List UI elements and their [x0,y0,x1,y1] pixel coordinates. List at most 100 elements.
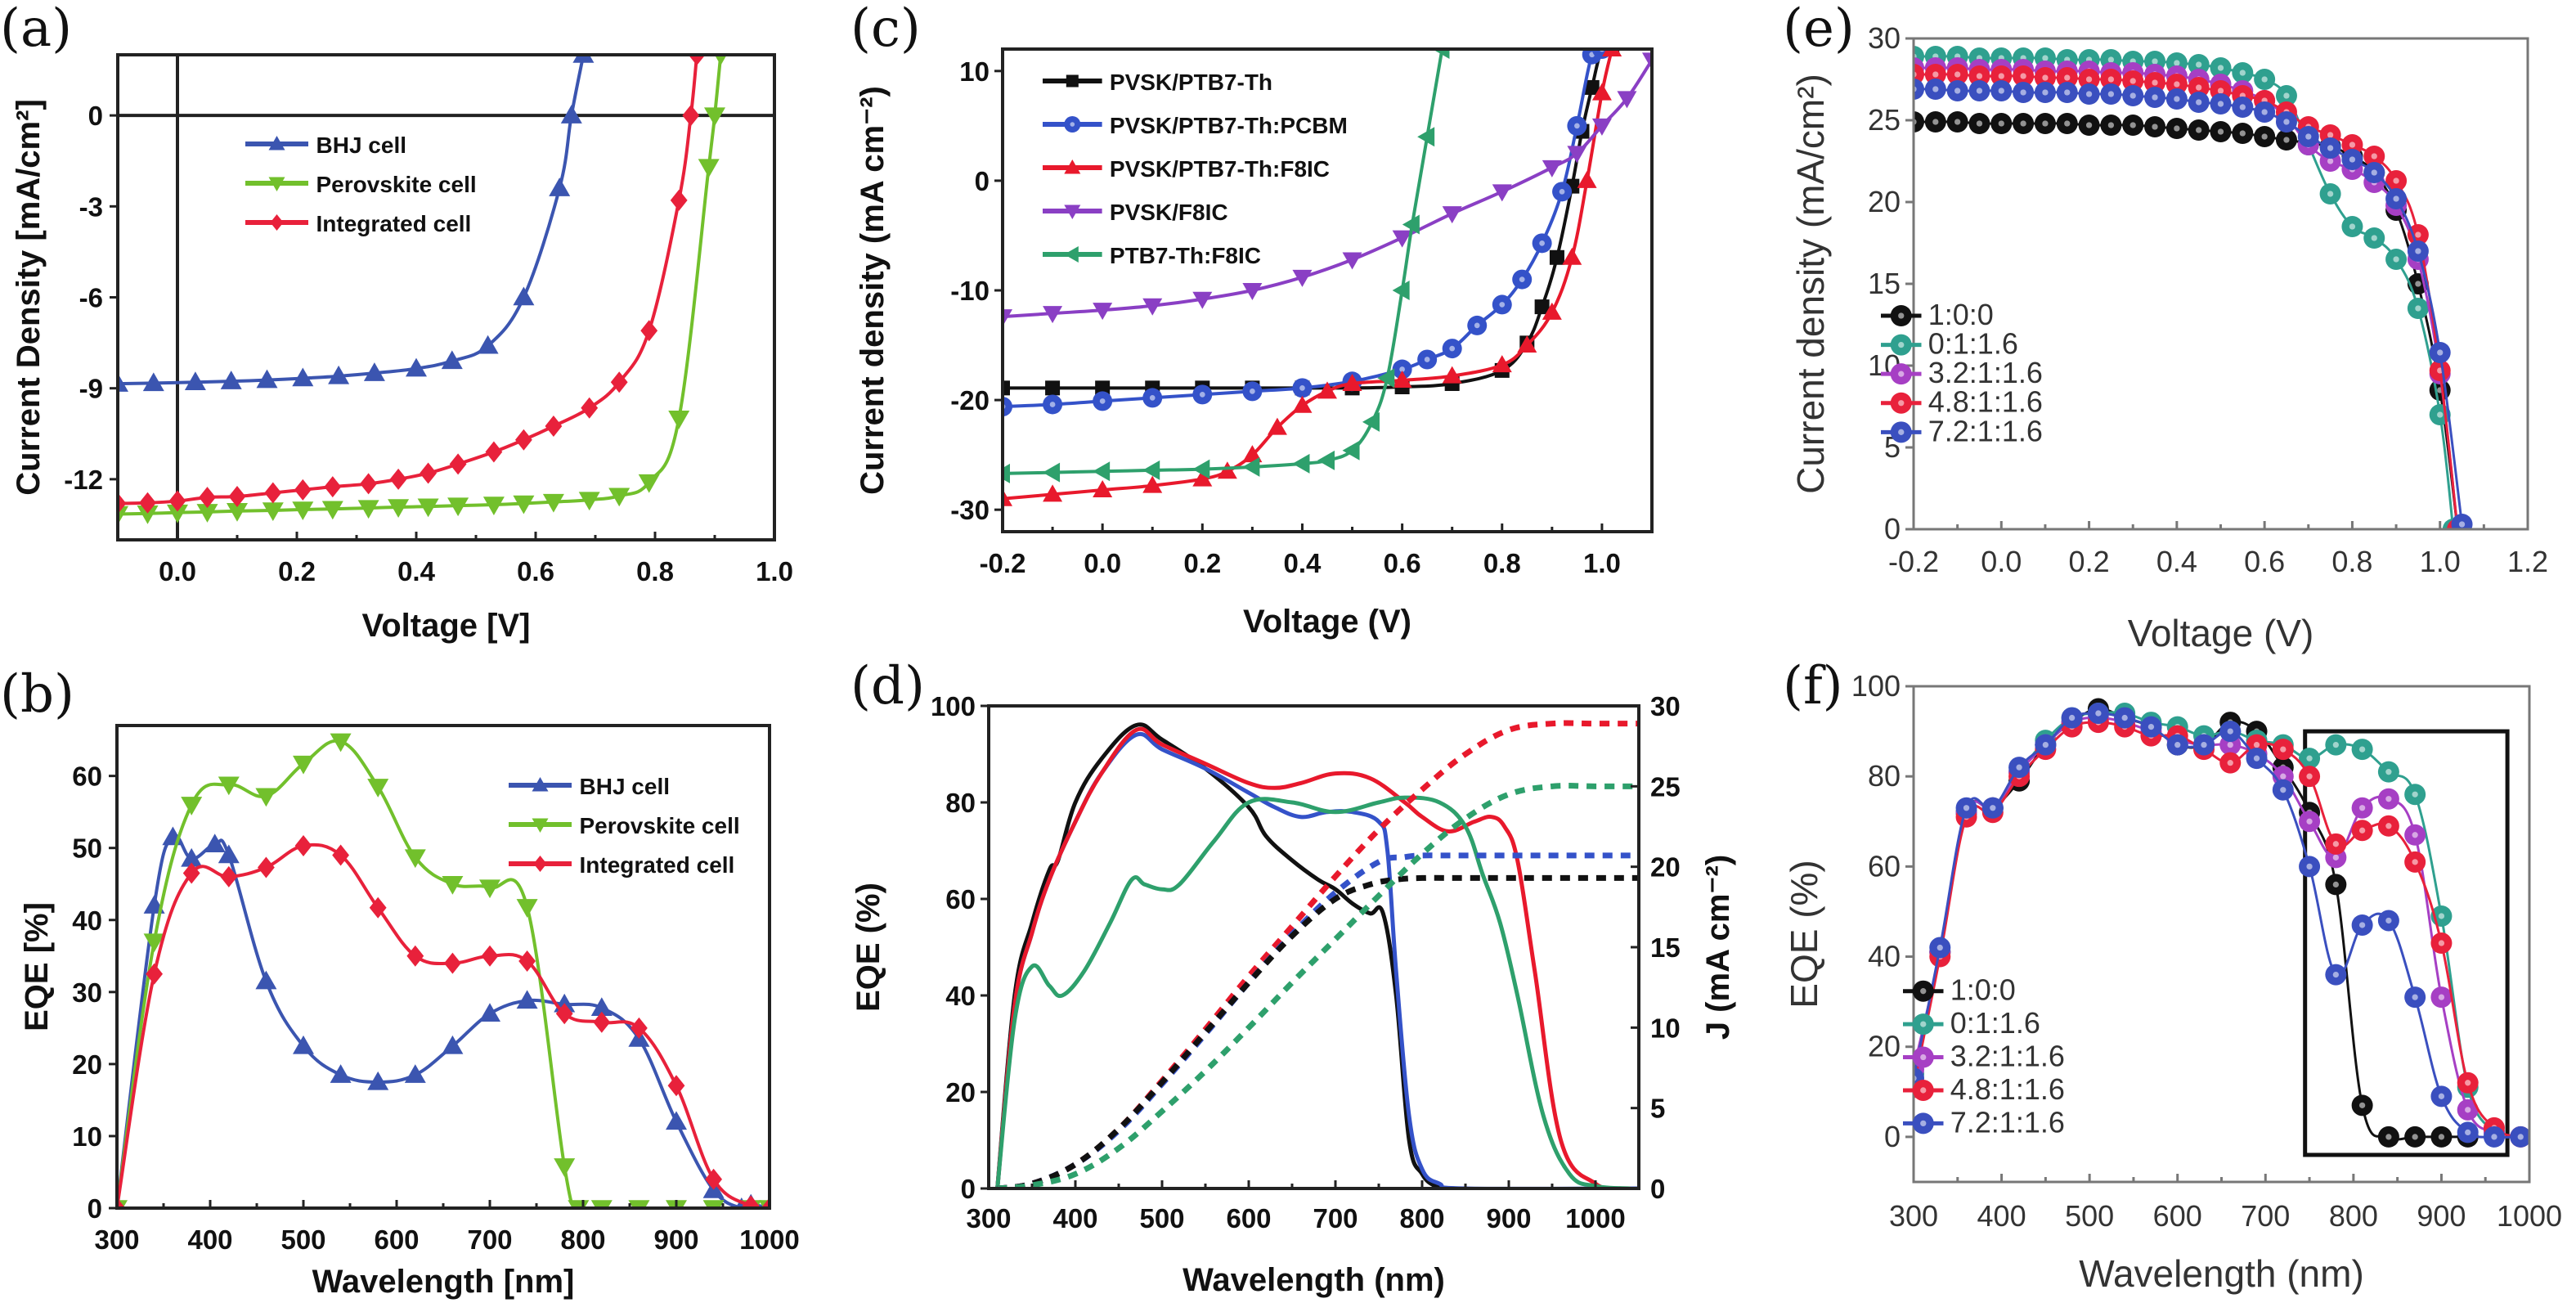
data-point-highlight [2068,714,2076,721]
y-tick-label: 30 [72,977,102,1008]
y-tick-label: 80 [945,788,976,818]
data-point-highlight [2217,101,2224,107]
data-point-highlight [2174,60,2180,66]
data-point-marker [572,55,595,63]
y-tick-label: 10 [959,56,990,87]
legend-item: 1:0:0 [1903,973,2016,1007]
data-point-highlight [2217,88,2224,94]
data-point-marker [560,105,582,124]
data-point-marker [485,441,503,463]
data-point-marker [441,350,463,370]
x-tick-label: 0.4 [1284,548,1322,578]
data-point-highlight [2327,191,2334,197]
data-point-highlight [2385,796,2392,802]
data-point-highlight [2261,133,2268,140]
data-point-marker [1392,230,1412,248]
data-point-marker [204,833,226,853]
data-point-highlight [2107,76,2115,83]
data-point-highlight [2152,58,2158,65]
x-tick-label: 400 [1052,1203,1097,1233]
y-tick-label: -6 [79,283,103,313]
series-eqe-blue [995,731,1639,1188]
x-tick-label: 700 [1313,1203,1358,1233]
y-tick-label: 50 [72,833,102,864]
x-tick-label: 1.0 [2420,545,2461,578]
series-line [117,739,770,1208]
data-point-highlight [2358,746,2366,753]
y-axis-title: EQE (%) [850,883,886,1012]
data-point-marker [479,879,500,899]
data-point-marker [688,55,706,65]
data-point-highlight [2415,231,2421,238]
data-point-marker [199,487,216,509]
data-point-marker [1492,184,1512,202]
legend-item: Perovskite cell [245,172,477,197]
data-point-marker [168,490,186,512]
legend-label: 1:0:0 [1950,973,2016,1007]
x-tick-label: 0.0 [1981,545,2022,578]
data-point-marker [1045,380,1061,396]
data-point-highlight [1998,88,2004,94]
data-point-highlight [2438,913,2445,919]
legend-label: 7.2:1:1.6 [1928,414,2043,447]
y-right-tick-label: 0 [1650,1174,1665,1204]
data-point-marker [1217,461,1237,479]
panel-label: (d) [850,656,925,717]
y-tick-label: 60 [72,762,102,792]
data-point-highlight [2438,1093,2445,1099]
data-point-highlight [2174,741,2181,748]
data-point-highlight [1932,71,1939,78]
data-point-highlight [2358,922,2366,928]
data-point-highlight [1898,312,1905,319]
y-tick-label: 20 [1868,1030,1901,1063]
data-point-marker [1577,170,1597,188]
data-point-highlight [1898,429,1905,435]
legend-label: BHJ cell [580,774,671,799]
x-tick-label: 1000 [2497,1199,2562,1233]
panel-label: (a) [0,0,72,59]
data-point-marker [481,945,499,967]
series-eqe-black [995,722,1449,1188]
data-point-marker [578,492,600,511]
data-point-marker [360,473,377,495]
data-point-highlight [1990,805,1996,811]
data-point-highlight [2371,169,2377,176]
plot-area [1914,46,2473,529]
legend-label: 0:1:1.6 [1928,327,2018,361]
data-point-marker [264,482,282,504]
data-point-highlight [2438,1134,2445,1140]
data-point-marker [1064,246,1079,263]
data-point-highlight [2465,1107,2471,1113]
x-tick-label: 600 [374,1224,419,1255]
series-pvsk-ptb7-th-f8ic [1003,49,1622,506]
data-point-highlight [2412,832,2418,838]
data-point-highlight [2042,55,2049,61]
series-line [995,722,1449,1188]
panel-label: (e) [1783,0,1855,59]
series-eqe-red [995,726,1622,1188]
x-tick-label: 0.8 [2331,545,2372,578]
data-point-marker [1292,269,1313,287]
series-perovskite-cell [118,55,727,525]
data-point-marker [1549,249,1564,265]
series-7-2-1-1-6 [1914,79,2473,529]
data-point-highlight [1954,71,1961,78]
y-tick-label: 40 [72,905,102,936]
x-tick-label: 0.2 [278,556,316,586]
data-point-highlight [2239,130,2246,137]
legend-label: PTB7-Th:F8IC [1110,243,1261,268]
data-point-marker [406,945,424,967]
data-point-highlight [2020,89,2026,96]
data-point-highlight [2385,917,2392,924]
legend-item: 1:0:0 [1881,298,1994,331]
series-pvsk-f8ic [1003,52,1652,327]
series-line [117,842,770,1208]
data-point-marker [1432,49,1450,59]
x-tick-label: 700 [467,1224,512,1255]
data-point-marker [1192,469,1213,487]
data-point-marker [698,159,720,178]
data-point-highlight [1499,302,1506,308]
data-point-highlight [2327,132,2334,138]
data-point-marker [1377,368,1395,389]
data-point-marker [1064,160,1081,174]
